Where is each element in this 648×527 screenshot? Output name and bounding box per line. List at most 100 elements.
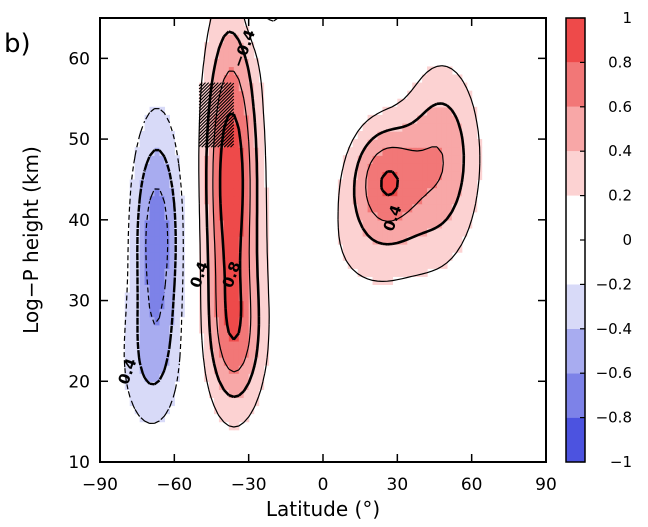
- field-cell: [139, 348, 146, 358]
- field-cell: [248, 50, 255, 59]
- field-cell: [223, 139, 230, 148]
- field-cell: [243, 397, 250, 407]
- field-cell: [228, 203, 235, 213]
- colorbar-band: [566, 328, 585, 374]
- field-cell: [204, 66, 210, 76]
- field-cell: [159, 405, 166, 415]
- x-tick-label: −90: [82, 475, 118, 495]
- field-cell: [233, 405, 240, 415]
- field-cell: [199, 235, 205, 245]
- field-cell: [149, 244, 156, 253]
- field-cell: [228, 211, 235, 221]
- field-cell: [134, 147, 141, 156]
- field-cell: [149, 219, 156, 229]
- contour-line: [198, 18, 481, 428]
- field-cell: [407, 90, 413, 100]
- field-cell: [243, 42, 250, 51]
- field-cell: [352, 155, 359, 164]
- field-cell: [228, 316, 235, 326]
- field-cell: [213, 203, 220, 213]
- field-cell: [417, 131, 423, 140]
- field-cell: [412, 122, 418, 132]
- field-cell: [367, 179, 374, 189]
- field-cell: [263, 292, 270, 302]
- field-cell: [149, 357, 156, 366]
- field-cell: [451, 227, 458, 237]
- field-cell: [357, 139, 364, 148]
- field-cell: [209, 381, 215, 390]
- field-cell: [253, 82, 260, 92]
- field-cell: [402, 139, 408, 148]
- field-cell: [412, 268, 418, 277]
- field-cell: [228, 365, 235, 374]
- field-cell: [253, 292, 260, 302]
- field-cell: [248, 131, 255, 140]
- field-cell: [164, 308, 170, 318]
- field-cell: [427, 171, 433, 181]
- contour-line: [123, 18, 279, 424]
- field-cell: [248, 155, 255, 164]
- field-cell: [154, 300, 161, 310]
- field-cell: [154, 163, 161, 172]
- field-cell: [154, 268, 161, 277]
- field-cell: [139, 389, 146, 399]
- field-cell: [159, 397, 166, 407]
- field-cell: [427, 74, 433, 84]
- field-cell: [362, 147, 369, 156]
- field-cell: [248, 244, 255, 253]
- field-cell: [258, 106, 265, 116]
- field-cell: [248, 179, 255, 189]
- field-cell: [223, 244, 230, 253]
- field-cell: [243, 284, 250, 294]
- field-cell: [248, 74, 255, 84]
- field-cell: [427, 147, 433, 156]
- field-cell: [134, 195, 141, 205]
- colorbar-tick-label: −0.8: [596, 409, 632, 427]
- field-cell: [253, 114, 260, 124]
- field-cell: [228, 413, 235, 423]
- field-cell: [248, 227, 255, 237]
- field-cell: [169, 195, 175, 205]
- field-cell: [139, 163, 146, 172]
- field-cell: [248, 163, 255, 172]
- field-cell: [159, 211, 166, 221]
- field-cell: [144, 308, 151, 318]
- field-cell: [169, 163, 175, 172]
- field-cell: [129, 235, 136, 245]
- field-cell: [233, 365, 240, 374]
- field-cell: [382, 203, 389, 213]
- field-cell: [159, 252, 166, 261]
- field-cell: [372, 268, 379, 277]
- field-cell: [233, 187, 240, 197]
- field-cell: [441, 147, 448, 156]
- field-cell: [223, 122, 230, 132]
- field-cell: [402, 155, 408, 164]
- field-cell: [466, 106, 473, 116]
- field-cell: [129, 244, 136, 253]
- field-cell: [441, 155, 448, 164]
- field-cell: [258, 300, 265, 310]
- field-cell: [248, 405, 255, 415]
- field-cell: [471, 163, 478, 172]
- field-cell: [451, 131, 458, 140]
- field-cell: [446, 179, 453, 189]
- field-cell: [139, 187, 146, 197]
- field-cell: [377, 211, 384, 221]
- field-cell: [139, 308, 146, 318]
- field-cell: [258, 244, 265, 253]
- field-cell: [427, 114, 433, 124]
- field-cell: [213, 171, 220, 181]
- field-cell: [169, 373, 175, 382]
- field-cell: [417, 82, 423, 92]
- field-cell: [149, 308, 156, 318]
- field-cell: [436, 122, 443, 132]
- field-cell: [466, 179, 473, 189]
- field-cell: [357, 244, 364, 253]
- field-cell: [233, 42, 240, 51]
- field-cell: [238, 397, 245, 407]
- field-cell: [382, 106, 389, 116]
- field-cell: [124, 292, 131, 302]
- field-cell: [149, 139, 156, 148]
- field-cell: [149, 340, 156, 350]
- field-cell: [149, 284, 156, 294]
